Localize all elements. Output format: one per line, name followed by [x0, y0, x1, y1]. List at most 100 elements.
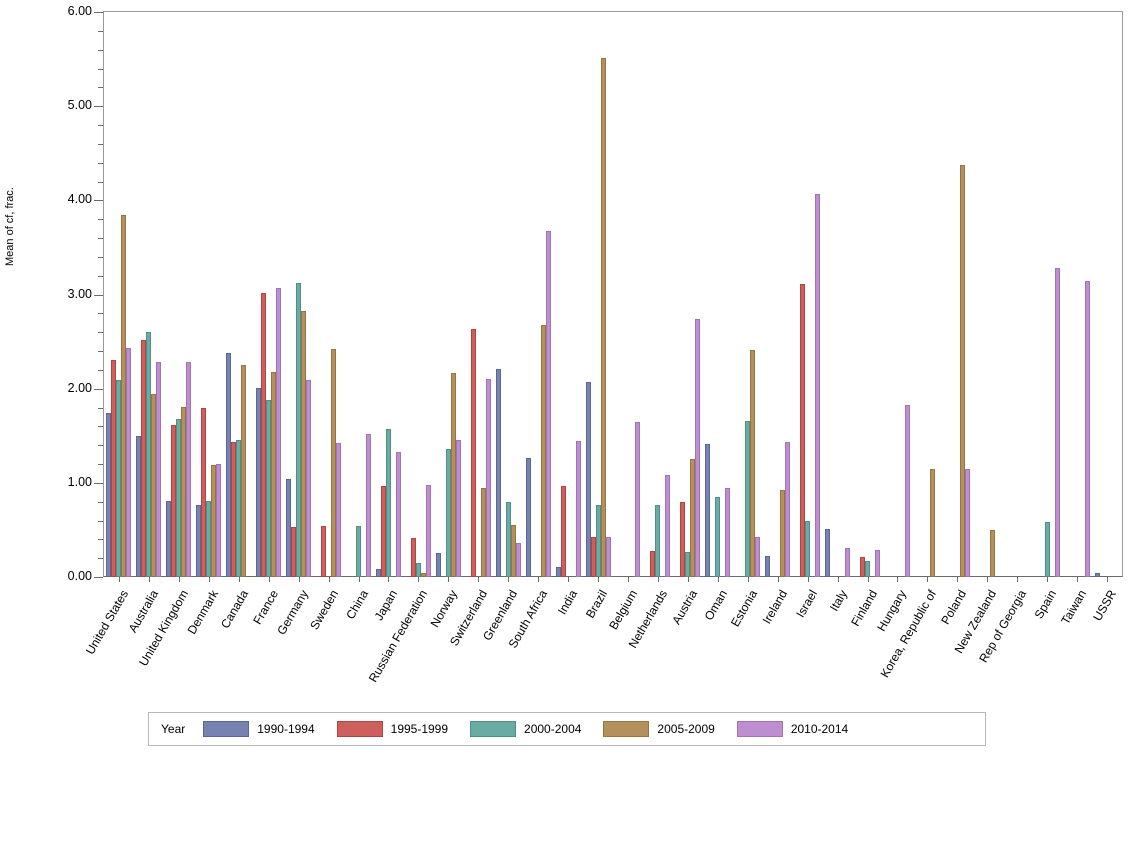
bar[interactable] — [380, 485, 386, 577]
legend-entry[interactable]: 1995-1999 — [336, 721, 448, 737]
bar[interactable] — [470, 329, 476, 577]
bar[interactable] — [455, 440, 461, 577]
bar[interactable] — [725, 487, 731, 577]
bar[interactable] — [321, 526, 327, 577]
bar[interactable] — [435, 553, 441, 577]
bar[interactable] — [865, 561, 870, 577]
bar[interactable] — [216, 464, 222, 577]
bar[interactable] — [116, 380, 122, 577]
bar[interactable] — [420, 573, 426, 577]
bar[interactable] — [540, 324, 546, 577]
bar[interactable] — [171, 425, 177, 577]
bar[interactable] — [276, 287, 282, 577]
bar[interactable] — [356, 526, 361, 577]
bar[interactable] — [136, 435, 142, 577]
bar[interactable] — [505, 501, 511, 577]
legend-entry[interactable]: 1990-1994 — [203, 721, 315, 737]
bar[interactable] — [825, 528, 831, 577]
bar[interactable] — [366, 433, 371, 577]
bar[interactable] — [959, 164, 965, 577]
bar[interactable] — [296, 283, 302, 577]
bar[interactable] — [600, 58, 606, 577]
bar[interactable] — [261, 292, 267, 577]
bar[interactable] — [211, 464, 217, 577]
bar[interactable] — [875, 549, 880, 577]
bar[interactable] — [231, 442, 237, 577]
bar[interactable] — [590, 536, 596, 577]
bar[interactable] — [860, 557, 865, 577]
bar[interactable] — [286, 479, 292, 577]
bar[interactable] — [755, 537, 761, 577]
bar[interactable] — [385, 429, 391, 577]
bar[interactable] — [929, 468, 935, 577]
bar[interactable] — [445, 448, 451, 577]
bar[interactable] — [655, 504, 661, 577]
bar[interactable] — [375, 568, 381, 577]
bar[interactable] — [695, 318, 701, 577]
bar[interactable] — [176, 418, 182, 577]
bar[interactable] — [1054, 268, 1060, 577]
bar[interactable] — [715, 496, 721, 577]
bar[interactable] — [964, 468, 970, 577]
bar[interactable] — [705, 444, 711, 577]
bar[interactable] — [146, 332, 152, 577]
bar[interactable] — [815, 193, 821, 577]
bar[interactable] — [186, 362, 192, 577]
bar[interactable] — [395, 451, 401, 577]
bar[interactable] — [685, 551, 691, 577]
bar[interactable] — [525, 458, 531, 577]
bar[interactable] — [111, 360, 117, 577]
bar[interactable] — [585, 382, 591, 577]
bar[interactable] — [690, 459, 696, 577]
bar[interactable] — [650, 550, 656, 577]
bar[interactable] — [271, 371, 277, 577]
bar[interactable] — [680, 501, 686, 577]
bar[interactable] — [415, 562, 421, 577]
bar[interactable] — [256, 387, 262, 577]
bar[interactable] — [1084, 281, 1090, 577]
bar[interactable] — [805, 521, 811, 577]
bar[interactable] — [106, 413, 112, 577]
bar[interactable] — [595, 505, 601, 577]
bar[interactable] — [989, 529, 995, 577]
bar[interactable] — [226, 352, 232, 577]
bar[interactable] — [425, 484, 431, 577]
bar[interactable] — [745, 420, 751, 577]
legend-entry[interactable]: 2005-2009 — [603, 721, 715, 737]
bar[interactable] — [126, 348, 132, 577]
bar[interactable] — [156, 362, 162, 577]
bar[interactable] — [141, 339, 147, 577]
bar[interactable] — [1094, 573, 1100, 577]
bar[interactable] — [291, 527, 297, 577]
bar[interactable] — [196, 505, 202, 577]
bar[interactable] — [166, 500, 172, 577]
bar[interactable] — [605, 536, 611, 577]
bar[interactable] — [236, 440, 242, 577]
bar[interactable] — [495, 368, 501, 577]
bar[interactable] — [151, 394, 157, 577]
bar[interactable] — [241, 365, 247, 577]
bar[interactable] — [800, 284, 806, 577]
bar[interactable] — [515, 543, 521, 577]
bar[interactable] — [410, 538, 416, 577]
bar[interactable] — [785, 442, 791, 577]
bar[interactable] — [450, 372, 456, 577]
bar[interactable] — [206, 500, 212, 577]
bar[interactable] — [121, 215, 127, 577]
bar[interactable] — [266, 399, 272, 577]
bar[interactable] — [510, 525, 516, 577]
bar[interactable] — [765, 556, 771, 577]
bar[interactable] — [485, 379, 491, 577]
bar[interactable] — [1044, 522, 1050, 577]
bar[interactable] — [336, 443, 342, 577]
legend-entry[interactable]: 2010-2014 — [736, 721, 848, 737]
bar[interactable] — [201, 407, 207, 577]
bar[interactable] — [480, 487, 486, 577]
legend-entry[interactable]: 2000-2004 — [470, 721, 581, 737]
bar[interactable] — [904, 404, 910, 577]
bar[interactable] — [301, 310, 307, 577]
bar[interactable] — [555, 566, 561, 577]
bar[interactable] — [780, 490, 786, 577]
bar[interactable] — [331, 349, 337, 577]
bar[interactable] — [635, 421, 641, 577]
